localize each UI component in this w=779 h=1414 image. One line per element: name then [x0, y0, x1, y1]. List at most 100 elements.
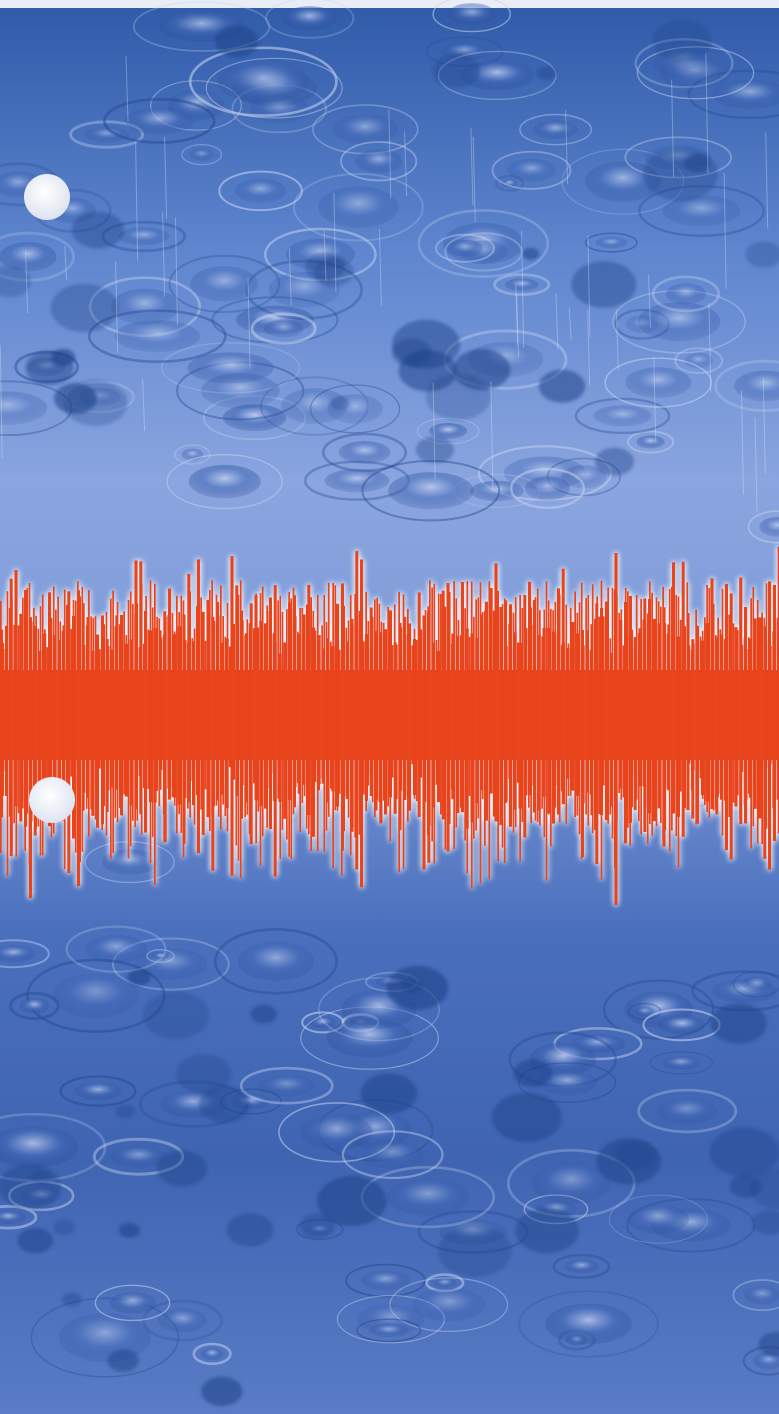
waveform-fill-bar — [400, 627, 403, 791]
ripple-ring — [340, 141, 418, 182]
waveform-fill-bar — [609, 638, 612, 815]
splash-shadow — [142, 991, 210, 1040]
ripple-ring — [103, 97, 216, 144]
waveform-fill-bar — [94, 616, 97, 820]
waveform-fill-bar — [356, 629, 359, 806]
waveform-fill-bar — [121, 630, 123, 816]
splash-shadow — [415, 436, 454, 464]
waveform-fill-bar — [138, 647, 141, 777]
waveform-fill-bar — [303, 639, 306, 797]
splash-shadow — [317, 1176, 387, 1226]
rain-streak — [472, 136, 476, 222]
ripple-ring — [188, 46, 338, 117]
waveform-fill-bar — [684, 626, 686, 809]
raindrop — [19, 998, 50, 1014]
rain-streak — [0, 345, 3, 459]
waveform-fill-bar — [426, 611, 429, 836]
waveform-fill-bar — [662, 586, 664, 841]
raindrop — [110, 288, 180, 325]
waveform-fill-bar — [530, 607, 532, 824]
waveform-fill-bar — [391, 645, 394, 778]
waveform-fill-bar — [607, 587, 609, 824]
waveform-fill-bar — [63, 589, 66, 870]
waveform-fill-bar — [664, 622, 667, 830]
waveform-fill-bar — [448, 592, 451, 824]
splash-shadow — [710, 1003, 767, 1044]
waveform-fill-bar — [550, 608, 552, 847]
rain-streak — [125, 55, 129, 122]
raindrop — [711, 79, 779, 109]
waveform-fill-bar — [462, 633, 464, 802]
waveform-fill-bar — [765, 583, 768, 829]
ripple-ring — [150, 80, 242, 131]
waveform-fill-bar — [396, 644, 398, 800]
waveform-fill-bar — [253, 628, 255, 784]
ripple-ring — [87, 309, 227, 364]
waveform-fill-bar — [83, 644, 86, 793]
splash-shadow — [452, 348, 511, 390]
raindrop — [326, 1018, 413, 1058]
waveform-fill-bar — [591, 584, 594, 834]
raindrop — [74, 1082, 122, 1101]
rain-streak — [247, 277, 251, 367]
waveform-fill-bar — [382, 622, 385, 801]
ripple-ring — [84, 841, 175, 884]
waveform-fill-bar — [704, 617, 706, 806]
rain-streak — [587, 310, 591, 386]
rain-streak — [323, 230, 327, 281]
splash-shadow — [536, 66, 557, 81]
waveform-fill-bar — [517, 642, 519, 783]
waveform-fill-bar — [176, 595, 178, 834]
raindrop — [429, 423, 468, 439]
waveform-fill-bar — [180, 595, 183, 834]
waveform-fill-bar — [712, 603, 715, 811]
waveform-fill-bar — [770, 645, 772, 764]
raindrop — [332, 114, 398, 145]
waveform-fill-bar — [638, 632, 640, 822]
waveform-fill-bar — [558, 594, 561, 823]
waveform-fill-bar — [52, 586, 55, 834]
waveform-fill-bar — [66, 604, 68, 794]
raindrop — [0, 945, 36, 963]
waveform-fill-bar — [349, 594, 352, 856]
waveform-fill-bar — [191, 638, 194, 781]
splash-shadow — [17, 1227, 53, 1254]
waveform-fill-bar — [536, 588, 539, 823]
waveform-fill-bar — [508, 623, 510, 779]
splash-shadow — [118, 1222, 140, 1238]
waveform-fill-bar — [596, 596, 598, 810]
waveform-fill-bar — [653, 645, 656, 798]
waveform-fill-bar — [477, 597, 480, 819]
waveform-fill-bar — [118, 624, 121, 808]
raindrop — [564, 1259, 599, 1274]
waveform-fill-bar — [270, 633, 273, 774]
raindrop — [300, 1113, 373, 1151]
waveform-fill-bar — [327, 582, 330, 817]
rain-streak — [162, 212, 166, 297]
splash-shadow — [571, 261, 637, 308]
waveform-fill-bar — [266, 605, 268, 828]
waveform-fill-bar — [657, 601, 660, 808]
waveform-fill-bar — [776, 617, 779, 800]
waveform-bar — [532, 599, 536, 813]
waveform-fill-bar — [292, 587, 295, 815]
waveform-fill-bar — [572, 628, 574, 791]
ripple-ring — [345, 1263, 426, 1298]
waveform-fill-bar — [204, 640, 207, 790]
rain-streak — [432, 382, 436, 480]
ripple-ring — [417, 209, 550, 278]
waveform-fill-bar — [365, 591, 367, 811]
waveform-fill-bar — [611, 587, 614, 839]
waveform-fill-bar — [213, 620, 216, 807]
raindrop — [189, 148, 215, 161]
waveform-fill-bar — [248, 623, 251, 835]
rain-streak — [653, 357, 657, 444]
ripple-ring — [30, 1297, 180, 1378]
raindrop — [258, 1074, 316, 1097]
waveform-fill-bar — [0, 600, 2, 854]
waveform-fill-bar — [299, 607, 301, 833]
rain-streak — [142, 378, 146, 431]
raindrop — [84, 126, 130, 143]
waveform-fill-bar — [618, 612, 620, 793]
